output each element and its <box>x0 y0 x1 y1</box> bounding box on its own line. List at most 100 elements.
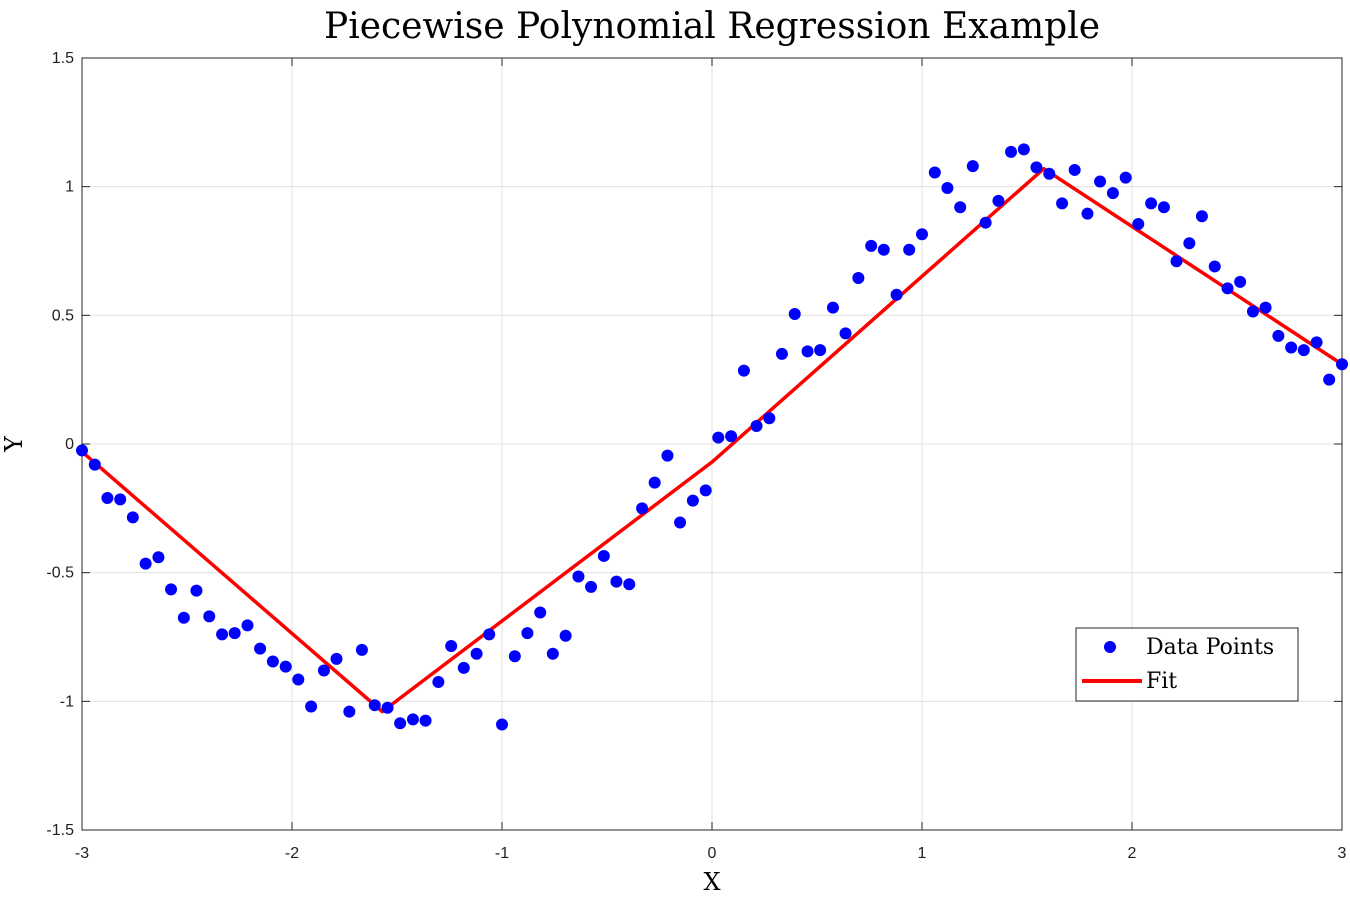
data-point <box>1221 282 1234 295</box>
data-point <box>216 628 229 641</box>
data-point <box>1081 207 1094 220</box>
data-point <box>1323 373 1336 386</box>
data-point <box>546 647 559 660</box>
data-point <box>801 345 814 358</box>
data-point <box>1246 305 1259 318</box>
data-point <box>343 705 356 718</box>
data-point <box>88 458 101 471</box>
data-point <box>750 419 763 432</box>
data-point <box>1017 143 1030 156</box>
data-point <box>508 650 521 663</box>
data-point <box>1094 175 1107 188</box>
y-tick-label: -1 <box>60 693 74 710</box>
data-point <box>1208 260 1221 273</box>
data-point <box>114 493 127 506</box>
data-point <box>1119 171 1132 184</box>
data-point <box>177 611 190 624</box>
data-point <box>317 664 330 677</box>
data-point <box>1030 161 1043 174</box>
y-tick-label: -1.5 <box>46 822 74 839</box>
data-point <box>979 216 992 229</box>
data-point <box>572 570 585 583</box>
x-tick-label: 1 <box>918 845 927 862</box>
data-point <box>941 181 954 194</box>
data-point <box>368 699 381 712</box>
data-point <box>330 652 343 665</box>
data-point <box>1132 217 1145 230</box>
data-point <box>814 344 827 357</box>
data-point <box>674 516 687 529</box>
data-point <box>992 194 1005 207</box>
data-point <box>1285 341 1298 354</box>
data-point <box>266 655 279 668</box>
data-point <box>661 449 674 462</box>
data-point <box>1068 163 1081 176</box>
data-point <box>126 511 139 524</box>
data-point <box>470 647 483 660</box>
data-point <box>597 549 610 562</box>
data-point <box>445 640 458 653</box>
data-point <box>521 627 534 640</box>
data-point <box>228 627 241 640</box>
data-point <box>839 327 852 340</box>
x-tick-label: 3 <box>1338 845 1347 862</box>
fit-series <box>80 166 1343 714</box>
data-point <box>1234 275 1247 288</box>
fit-line <box>80 166 1343 714</box>
x-tick-label: 0 <box>708 845 717 862</box>
y-tick-label: 0 <box>65 436 74 453</box>
data-point <box>241 619 254 632</box>
data-point <box>1297 344 1310 357</box>
data-point <box>1272 329 1285 342</box>
data-point <box>406 713 419 726</box>
data-point <box>585 580 598 593</box>
data-point <box>1170 255 1183 268</box>
legend-label-data-points: Data Points <box>1146 635 1274 660</box>
data-point <box>966 160 979 173</box>
data-point <box>648 476 661 489</box>
data-point <box>775 347 788 360</box>
data-point <box>76 444 88 457</box>
data-point <box>826 301 839 314</box>
data-point <box>865 239 878 252</box>
data-point <box>1106 187 1119 200</box>
data-point <box>139 557 152 570</box>
data-point <box>737 364 750 377</box>
data-point <box>712 431 725 444</box>
data-point <box>610 575 623 588</box>
data-point <box>954 201 967 214</box>
x-tick-label: -3 <box>75 845 89 862</box>
data-point <box>483 628 496 641</box>
data-point <box>1005 145 1018 158</box>
data-point <box>419 714 432 727</box>
y-tick-label: 1 <box>65 179 74 196</box>
data-point <box>254 642 267 655</box>
x-tick-label: -2 <box>285 845 299 862</box>
y-axis-label: Y <box>0 435 28 453</box>
data-point <box>928 166 941 179</box>
data-point <box>877 243 890 256</box>
y-tick-label: 0.5 <box>52 307 74 324</box>
data-point <box>203 610 216 623</box>
data-points-series <box>76 143 1348 731</box>
data-point <box>1056 197 1069 210</box>
data-point <box>305 700 318 713</box>
data-point <box>559 629 572 642</box>
data-point <box>686 494 699 507</box>
data-point <box>457 661 470 674</box>
legend-marker-data-points <box>1104 641 1116 653</box>
data-point <box>165 583 178 596</box>
data-point <box>903 243 916 256</box>
legend: Data Points Fit <box>1075 627 1299 702</box>
data-point <box>763 412 776 425</box>
data-point <box>381 701 394 714</box>
data-point <box>1183 237 1196 250</box>
chart-title: Piecewise Polynomial Regression Example <box>324 6 1100 47</box>
data-point <box>890 288 903 301</box>
y-tick-label: 1.5 <box>52 50 74 67</box>
y-tick-label: -0.5 <box>46 565 74 582</box>
data-point <box>725 430 738 443</box>
ticks: -3 -2 -1 0 1 2 3 -1.5 -1 -0.5 0 0.5 1 1.5 <box>46 50 1346 862</box>
